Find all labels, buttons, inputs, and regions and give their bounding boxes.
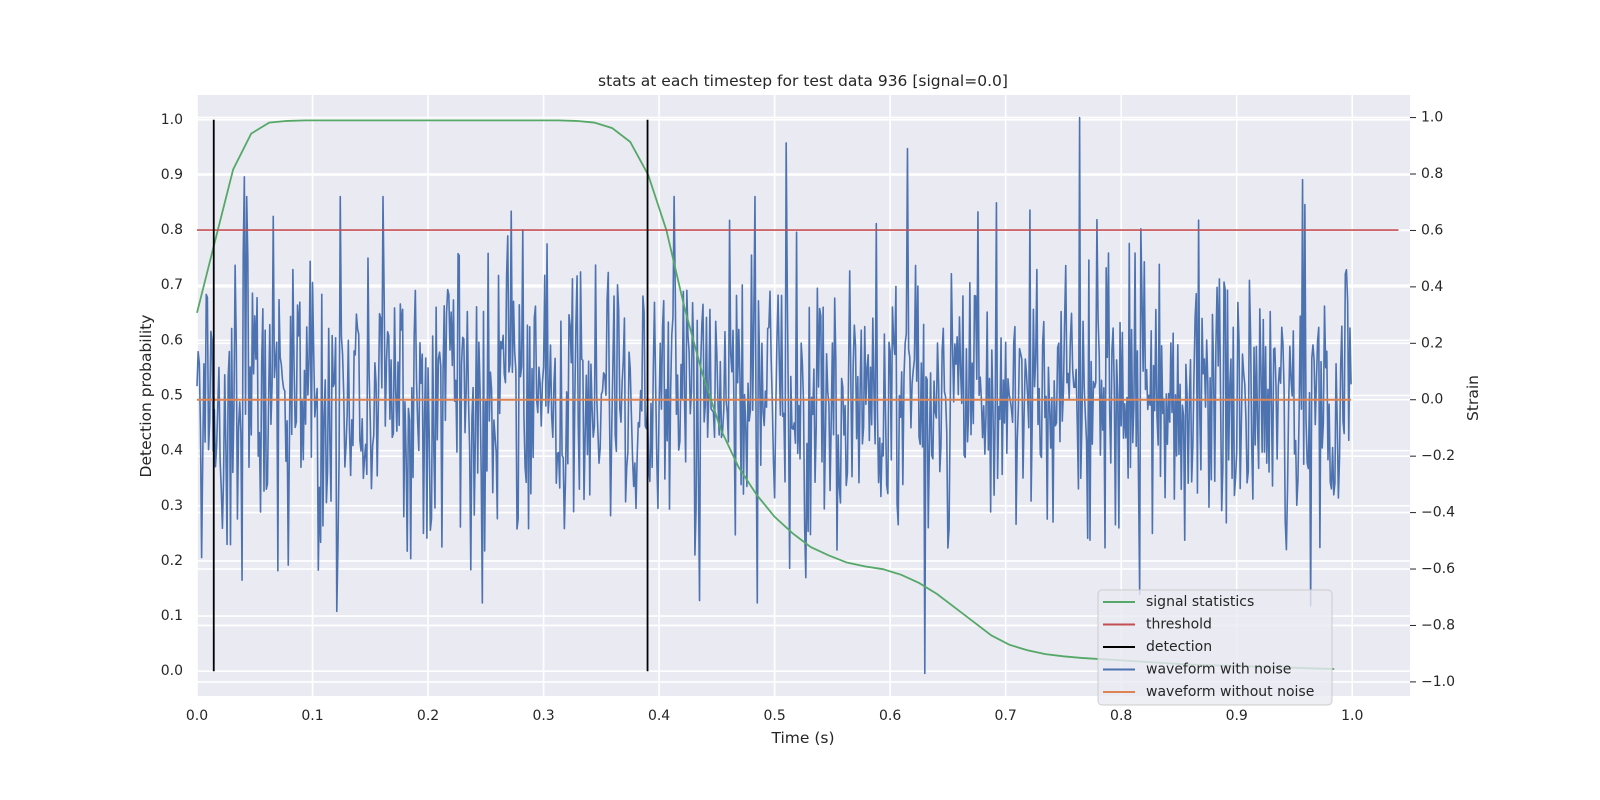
y-left-tick-label: 0.1 bbox=[161, 608, 183, 624]
y-axis-label-right: Strain bbox=[1464, 375, 1482, 421]
series-waveform-with-noise bbox=[196, 116, 1352, 675]
y-left-tick-label: 0.8 bbox=[161, 222, 183, 238]
y-right-tick-label: 0.0 bbox=[1421, 392, 1443, 408]
y-right-tick-label: 0.4 bbox=[1421, 279, 1443, 295]
y-right-tick-label: 1.0 bbox=[1421, 110, 1443, 126]
y-right-tick-label: 0.2 bbox=[1421, 335, 1443, 351]
y-right-tick-label: −0.6 bbox=[1421, 561, 1455, 577]
y-left-tick-label: 0.0 bbox=[161, 663, 183, 679]
y-left-tick-label: 0.5 bbox=[161, 388, 183, 404]
x-tick-label: 0.3 bbox=[532, 708, 554, 724]
y-left-tick-label: 0.4 bbox=[161, 443, 183, 459]
y-left-tick-label: 0.2 bbox=[161, 553, 183, 569]
y-right-tick-label: 0.6 bbox=[1421, 222, 1443, 238]
x-tick-label: 0.4 bbox=[648, 708, 670, 724]
y-right-tick-label: −1.0 bbox=[1421, 674, 1455, 690]
x-tick-label: 0.8 bbox=[1110, 708, 1132, 724]
x-tick-label: 0.9 bbox=[1226, 708, 1248, 724]
chart-title: stats at each timestep for test data 936… bbox=[598, 72, 1008, 90]
x-tick-label: 0.6 bbox=[879, 708, 901, 724]
y-left-tick-label: 0.7 bbox=[161, 277, 183, 293]
legend: signal statistics threshold detection wavef… bbox=[1097, 589, 1333, 706]
y-left-tick-label: 0.6 bbox=[161, 332, 183, 348]
x-tick-label: 0.7 bbox=[995, 708, 1017, 724]
x-tick-label: 1.0 bbox=[1341, 708, 1363, 724]
x-axis-label: Time (s) bbox=[770, 729, 834, 747]
y-right-tick-label: −0.4 bbox=[1421, 505, 1455, 521]
legend-label: waveform without noise bbox=[1146, 684, 1314, 700]
y-left-tick-label: 0.3 bbox=[161, 498, 183, 514]
y-right-tick-label: −0.8 bbox=[1421, 617, 1455, 633]
legend-label: threshold bbox=[1146, 617, 1212, 633]
x-tick-label: 0.5 bbox=[763, 708, 785, 724]
legend-label: detection bbox=[1146, 639, 1212, 655]
y-right-tick-label: 0.8 bbox=[1421, 166, 1443, 182]
legend-label: signal statistics bbox=[1146, 594, 1254, 610]
x-tick-label: 0.1 bbox=[301, 708, 323, 724]
y-left-tick-label: 1.0 bbox=[161, 112, 183, 128]
x-tick-label: 0.2 bbox=[417, 708, 439, 724]
y-axis-label-left: Detection probability bbox=[137, 315, 155, 478]
y-right-tick-label: −0.2 bbox=[1421, 448, 1455, 464]
legend-box bbox=[1097, 589, 1333, 706]
x-tick-label: 0.0 bbox=[186, 708, 208, 724]
tick-labels: 0.0 0.1 0.2 0.3 0.4 0.5 0.6 0.7 0.8 0.9 1.0 0.0 0.1 0… bbox=[161, 110, 1455, 724]
legend-label: waveform with noise bbox=[1146, 662, 1291, 678]
y-left-tick-label: 0.9 bbox=[161, 167, 183, 183]
